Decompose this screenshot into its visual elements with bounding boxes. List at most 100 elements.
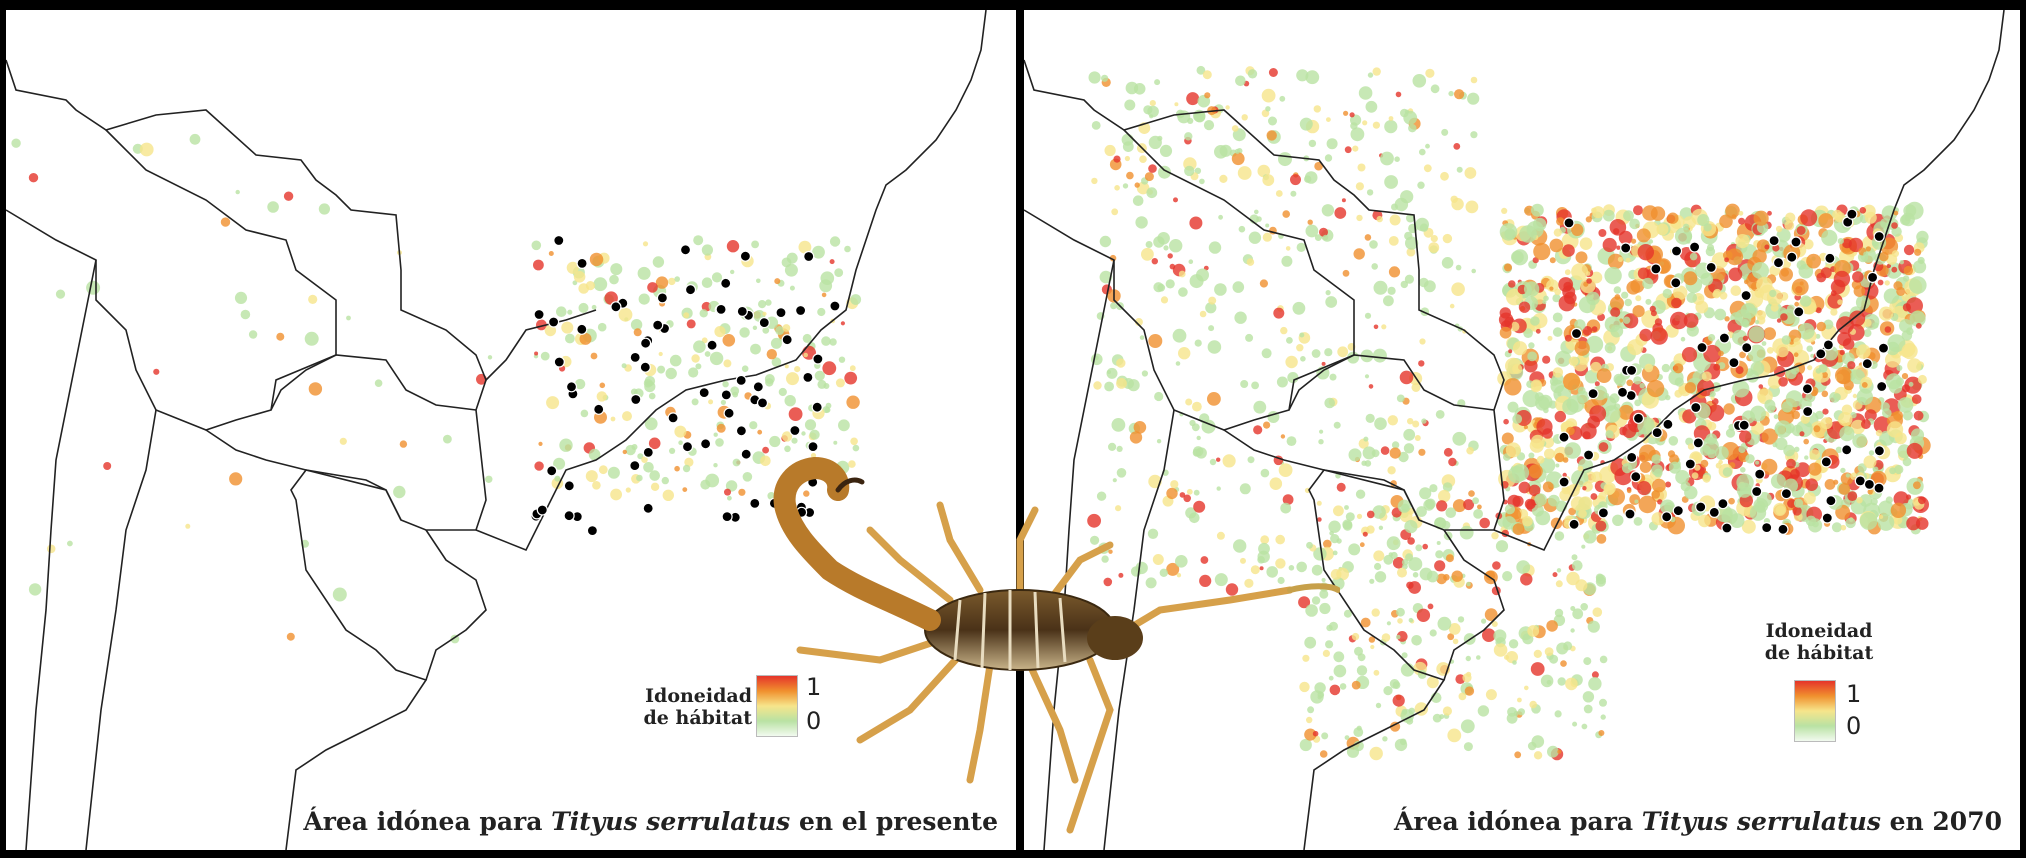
suitability-patch <box>1913 260 1927 274</box>
suitability-patch <box>1808 462 1822 476</box>
suitability-patch <box>1146 187 1158 199</box>
suitability-patch <box>1129 431 1143 444</box>
suitability-patch <box>1741 519 1756 534</box>
suitability-patch <box>610 488 622 501</box>
suitability-patch <box>1626 379 1633 387</box>
suitability-patch <box>1325 640 1334 649</box>
suitability-patch <box>1436 541 1441 545</box>
suitability-patch <box>1770 303 1779 312</box>
suitability-patch <box>1530 316 1540 326</box>
suitability-patch <box>1207 340 1222 354</box>
suitability-patch <box>1460 719 1475 734</box>
suitability-patch <box>1811 389 1818 397</box>
suitability-patch <box>1244 578 1254 588</box>
suitability-patch <box>1916 230 1929 244</box>
suitability-patch <box>1178 270 1186 278</box>
suitability-patch <box>1638 495 1657 514</box>
suitability-patch <box>821 292 827 298</box>
suitability-patch <box>1237 166 1252 180</box>
suitability-patch <box>1530 379 1542 391</box>
suitability-patch <box>1675 470 1690 485</box>
suitability-patch <box>674 465 680 472</box>
suitability-patch <box>1609 393 1620 404</box>
suitability-patch <box>1856 497 1863 504</box>
suitability-patch <box>585 281 596 291</box>
suitability-patch <box>1592 607 1603 617</box>
suitability-patch <box>1324 348 1333 357</box>
suitability-patch <box>1639 461 1652 473</box>
suitability-patch <box>1269 477 1283 491</box>
suitability-patch <box>1360 617 1371 628</box>
suitability-patch <box>835 378 845 388</box>
suitability-patch <box>1281 255 1293 267</box>
suitability-patch <box>1708 334 1716 342</box>
suitability-patch <box>1552 312 1563 323</box>
suitability-patch <box>1634 499 1639 504</box>
suitability-patch <box>782 324 791 332</box>
suitability-patch <box>1665 394 1671 401</box>
suitability-patch <box>1668 461 1681 474</box>
suitability-patch <box>1831 522 1842 533</box>
map-2070-svg <box>1024 10 2005 850</box>
suitability-patch <box>1418 360 1425 367</box>
suitability-patch <box>1419 148 1426 156</box>
suitability-patch <box>1886 421 1904 438</box>
suitability-patch <box>1462 673 1472 683</box>
suitability-patch <box>1519 225 1537 243</box>
suitability-patch <box>1609 219 1627 236</box>
occurrence-dot <box>576 257 588 269</box>
suitability-patch <box>1901 330 1913 341</box>
suitability-patch <box>1695 300 1709 314</box>
suitability-patch <box>1671 297 1682 309</box>
suitability-patch <box>1199 574 1212 588</box>
suitability-patch <box>67 540 73 547</box>
suitability-patch <box>1263 421 1271 429</box>
suitability-patch <box>1837 332 1852 347</box>
suitability-patch <box>1764 244 1770 250</box>
suitability-patch <box>784 364 789 369</box>
occurrence-dot <box>1563 217 1575 229</box>
suitability-patch <box>1419 338 1426 345</box>
suitability-patch <box>1738 445 1746 454</box>
occurrence-dot <box>553 356 565 368</box>
suitability-patch <box>1434 560 1446 572</box>
suitability-patch <box>1465 655 1471 662</box>
suitability-patch <box>1154 79 1161 86</box>
occurrence-dot <box>706 339 718 351</box>
suitability-patch <box>1330 569 1342 580</box>
suitability-patch <box>1265 106 1271 112</box>
suitability-patch <box>1694 455 1699 460</box>
suitability-patch <box>1523 281 1540 297</box>
suitability-patch <box>693 340 706 354</box>
legend-title: Idoneidad de hábitat <box>1764 620 1874 664</box>
suitability-patch <box>1118 572 1124 578</box>
suitability-patch <box>1822 408 1829 415</box>
suitability-patch <box>1116 378 1127 389</box>
suitability-patch <box>1192 401 1202 412</box>
occurrence-dot <box>1754 468 1766 480</box>
suitability-patch <box>1145 577 1157 589</box>
suitability-patch <box>1896 365 1903 371</box>
occurrence-dot <box>1846 208 1858 220</box>
occurrence-dot <box>547 316 560 328</box>
suitability-patch <box>399 440 408 448</box>
suitability-patch <box>1307 706 1315 714</box>
suitability-patch <box>1405 236 1419 250</box>
suitability-patch <box>1173 197 1178 203</box>
suitability-patch <box>829 259 835 265</box>
suitability-patch <box>1598 491 1607 500</box>
occurrence-dot <box>639 361 651 373</box>
suitability-patch <box>1268 116 1277 126</box>
suitability-patch <box>1275 558 1286 569</box>
suitability-patch <box>765 299 772 306</box>
occurrence-dot <box>1786 251 1798 263</box>
suitability-patch <box>1396 394 1405 403</box>
suitability-patch <box>1321 577 1326 583</box>
suitability-patch <box>1450 195 1458 203</box>
suitability-patch <box>1467 92 1480 105</box>
suitability-patch <box>1133 83 1146 95</box>
suitability-patch <box>1602 237 1617 253</box>
suitability-patch <box>1891 266 1898 273</box>
suitability-patch <box>817 379 827 389</box>
suitability-patch <box>1650 327 1668 345</box>
